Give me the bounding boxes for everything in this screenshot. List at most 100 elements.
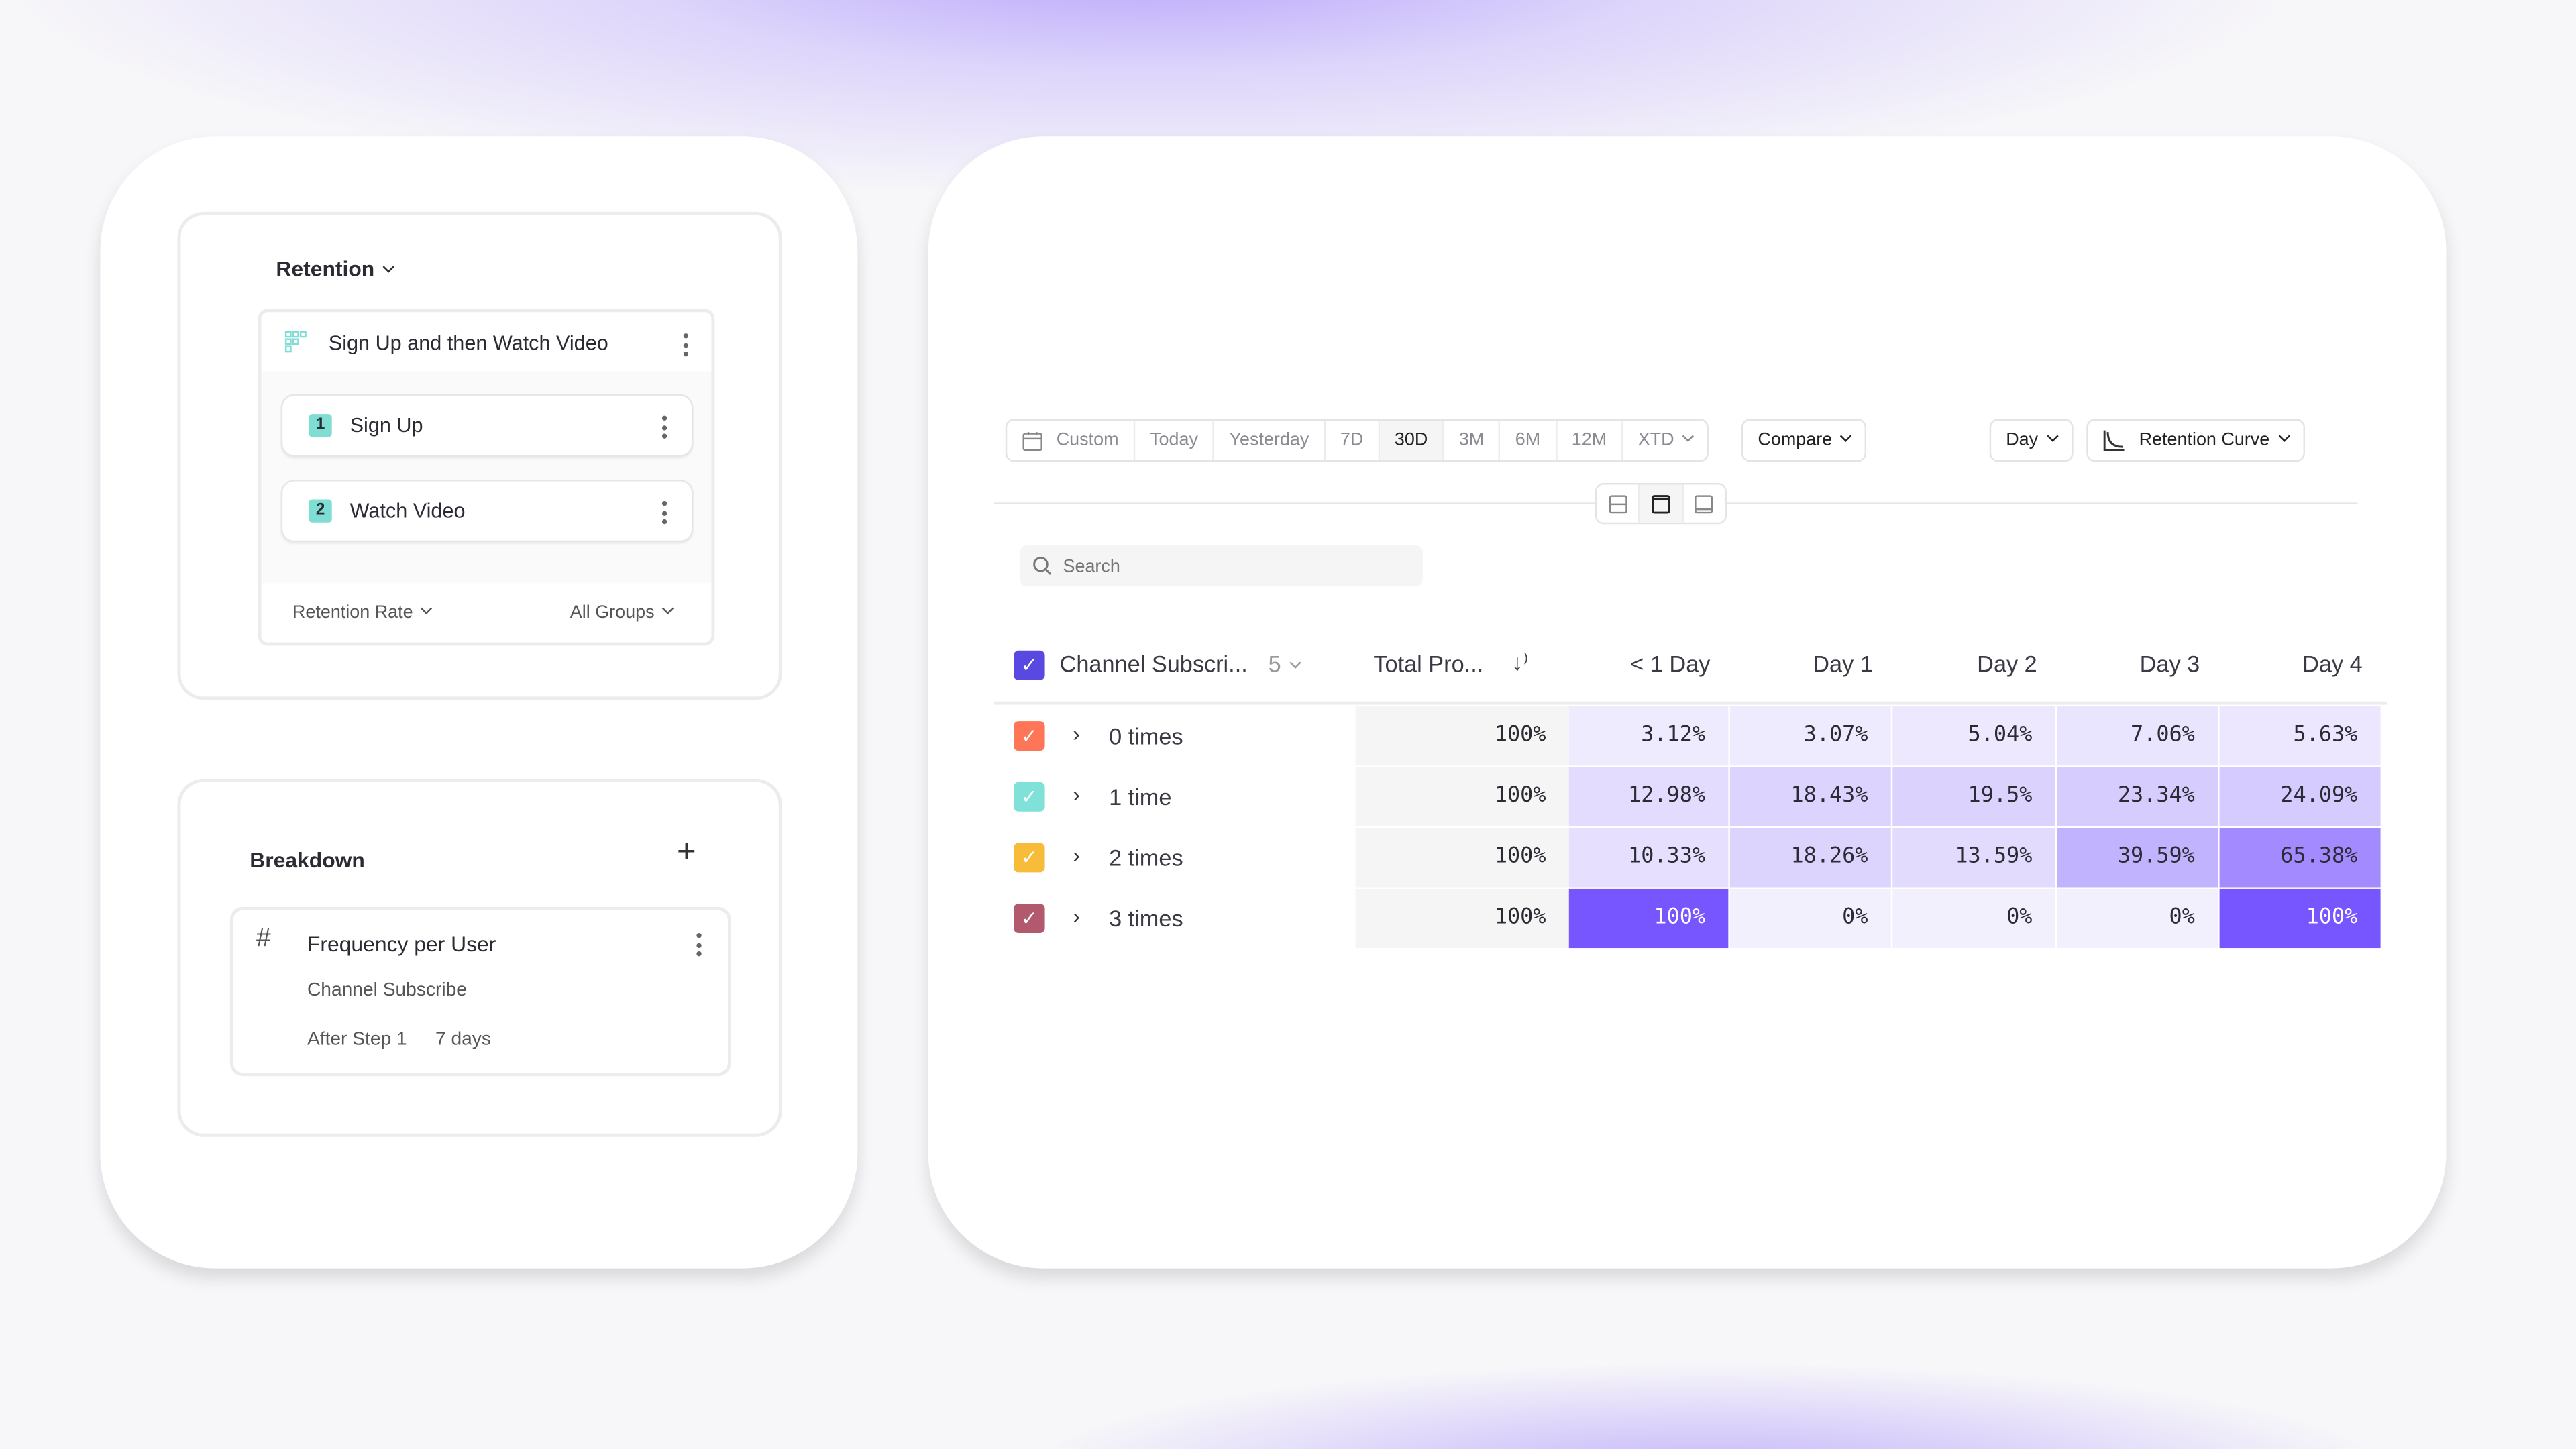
layout-toggle (1595, 483, 1727, 525)
date-range-12m[interactable]: 12M (1557, 420, 1623, 460)
total-column-header[interactable]: Total Pro... (1373, 650, 1484, 677)
group-column-header[interactable]: Channel Subscri... (1059, 650, 1248, 677)
event-group-title[interactable]: Sign Up and then Watch Video (328, 331, 608, 355)
expand-chevron-icon[interactable]: › (1073, 843, 1080, 868)
more-options-icon[interactable] (695, 933, 702, 957)
sequence-icon (284, 330, 307, 353)
date-range-yesterday[interactable]: Yesterday (1214, 420, 1326, 460)
column-header[interactable]: Day 4 (2302, 650, 2363, 677)
row-label: 0 times (1109, 722, 1183, 749)
column-header[interactable]: < 1 Day (1630, 650, 1711, 677)
breakdown-event: Channel Subscribe (307, 981, 467, 1001)
event-group: Sign Up and then Watch Video 1 Sign Up 2… (258, 309, 715, 646)
row-checkbox[interactable]: ✓ (1014, 782, 1045, 812)
date-range-label: Custom (1056, 430, 1119, 451)
more-options-icon[interactable] (660, 500, 667, 525)
expand-chevron-icon[interactable]: › (1073, 903, 1080, 928)
date-range-label: Today (1150, 430, 1198, 451)
retention-cell[interactable]: 65.38% (2219, 828, 2381, 888)
header-divider (994, 701, 2387, 705)
expand-chevron-icon[interactable]: › (1073, 721, 1080, 746)
calendar-icon (1022, 431, 1042, 451)
search-box[interactable] (1020, 545, 1423, 587)
retention-cell[interactable]: 12.98% (1568, 767, 1729, 826)
retention-cell[interactable]: 18.43% (1729, 767, 1891, 826)
retention-cell[interactable]: 24.09% (2219, 767, 2381, 826)
breakdown-item[interactable]: # Frequency per User Channel Subscribe A… (229, 906, 731, 1077)
retention-cell[interactable]: 5.04% (1892, 706, 2055, 766)
table-row: ✓ › 2 times 100% 10.33% 18.26% 13.59% 39.59% 65.… (1006, 828, 2385, 888)
row-checkbox[interactable]: ✓ (1014, 721, 1045, 751)
select-all-checkbox[interactable]: ✓ (1014, 650, 1045, 680)
compare-dropdown[interactable]: Compare (1741, 419, 1867, 462)
date-range-30d[interactable]: 30D (1379, 420, 1444, 460)
retention-cell[interactable]: 0% (1729, 888, 1891, 949)
retention-cell[interactable]: 10.33% (1568, 828, 1729, 888)
step-sign-up[interactable]: 1 Sign Up (280, 394, 694, 457)
numeric-property-icon: # (256, 924, 271, 953)
layout-table-button[interactable] (1638, 484, 1684, 523)
groups-dropdown[interactable]: All Groups (570, 603, 673, 623)
row-label: 2 times (1109, 844, 1183, 871)
retention-cell[interactable]: 100% (2219, 888, 2381, 949)
retention-cell[interactable]: 7.06% (2057, 706, 2218, 766)
date-range-3m[interactable]: 3M (1444, 420, 1501, 460)
retention-cell[interactable]: 13.59% (1892, 828, 2055, 888)
query-panel: Retention Sign Up and then Watch Video 1… (177, 211, 782, 700)
step-number-badge: 2 (309, 499, 332, 523)
breakdown-property: Frequency per User (307, 931, 496, 957)
chart-type-label: Retention Curve (2139, 431, 2288, 450)
retention-cell[interactable]: 0% (2057, 888, 2218, 949)
search-icon (1033, 556, 1052, 575)
add-breakdown-icon[interactable]: + (676, 835, 696, 871)
measure-dropdown[interactable]: Retention Rate (292, 603, 431, 623)
breakdown-window: 7 days (435, 1030, 491, 1050)
date-range-today[interactable]: Today (1135, 420, 1215, 460)
more-options-icon[interactable] (660, 415, 667, 439)
date-range-label: Yesterday (1229, 430, 1309, 451)
step-watch-video[interactable]: 2 Watch Video (280, 480, 694, 543)
table-view-icon (1652, 494, 1670, 513)
date-range-label: 7D (1340, 430, 1364, 451)
retention-cell[interactable]: 23.34% (2057, 767, 2218, 826)
retention-cell[interactable]: 18.26% (1729, 828, 1891, 888)
chart-type-dropdown[interactable]: Retention Curve (2086, 419, 2304, 462)
row-checkbox[interactable]: ✓ (1014, 843, 1045, 873)
step-label: Sign Up (350, 414, 423, 437)
column-header[interactable]: Day 2 (1977, 650, 2037, 677)
retention-cell[interactable]: 100% (1568, 888, 1729, 949)
retention-cell[interactable]: 3.07% (1729, 706, 1891, 766)
retention-cell[interactable]: 39.59% (2057, 828, 2218, 888)
step-label: Watch Video (350, 499, 466, 523)
date-range-6m[interactable]: 6M (1501, 420, 1557, 460)
expand-chevron-icon[interactable]: › (1073, 782, 1080, 807)
retention-cell[interactable]: 0% (1892, 888, 2055, 949)
date-range-7d[interactable]: 7D (1326, 420, 1380, 460)
retention-cell[interactable]: 5.63% (2219, 706, 2381, 766)
sort-icon[interactable]: ↓⁾ (1511, 649, 1529, 676)
group-count[interactable]: 5 (1269, 651, 1299, 677)
more-options-icon[interactable] (682, 333, 688, 357)
interval-dropdown[interactable]: Day (1989, 419, 2073, 462)
date-range-label: 3M (1458, 430, 1485, 451)
layout-chart-button[interactable] (1683, 484, 1725, 522)
row-checkbox[interactable]: ✓ (1014, 903, 1045, 934)
split-view-icon (1608, 494, 1627, 513)
chart-view-icon (1695, 494, 1713, 513)
column-header[interactable]: Day 1 (1813, 650, 1873, 677)
analysis-type-dropdown[interactable]: Retention (276, 256, 392, 281)
table-row: ✓ › 3 times 100% 100% 0% 0% 0% 100% (1006, 888, 2385, 949)
column-header[interactable]: Day 3 (2139, 650, 2200, 677)
date-range-label: 30D (1394, 430, 1428, 451)
row-label: 1 time (1109, 784, 1172, 810)
retention-curve-icon (2103, 430, 2125, 451)
date-range-label: XTD (1638, 431, 1693, 450)
total-cell: 100% (1355, 828, 1569, 888)
table-row: ✓ › 1 time 100% 12.98% 18.43% 19.5% 23.34% 24.09… (1006, 767, 2385, 826)
retention-cell[interactable]: 3.12% (1568, 706, 1729, 766)
search-input[interactable] (1063, 551, 1392, 580)
date-range-xtd[interactable]: XTD (1623, 421, 1707, 460)
retention-cell[interactable]: 19.5% (1892, 767, 2055, 826)
date-range-custom[interactable]: Custom (1007, 420, 1136, 460)
layout-split-button[interactable] (1597, 484, 1638, 522)
